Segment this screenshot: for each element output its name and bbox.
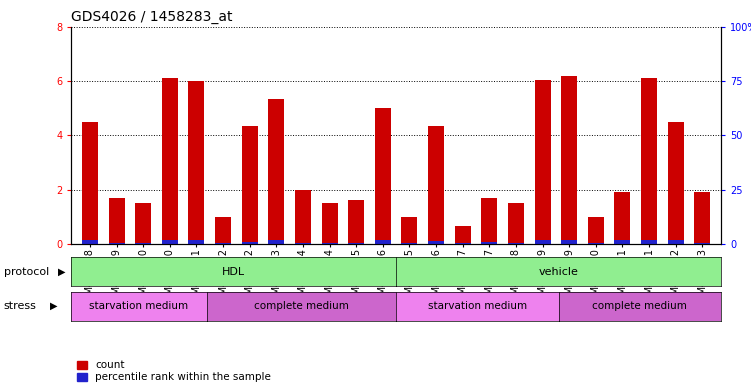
Bar xyxy=(109,198,125,244)
Text: complete medium: complete medium xyxy=(593,301,687,311)
Text: ▶: ▶ xyxy=(50,301,58,311)
Bar xyxy=(135,243,151,244)
Bar xyxy=(295,190,311,244)
Bar xyxy=(641,240,657,244)
Bar xyxy=(162,78,178,244)
Bar xyxy=(189,81,204,244)
Bar xyxy=(561,76,578,244)
Bar xyxy=(295,243,311,244)
Bar xyxy=(668,122,683,244)
Bar xyxy=(481,242,497,244)
Text: protocol: protocol xyxy=(4,266,49,277)
Bar xyxy=(614,240,630,244)
Bar xyxy=(268,240,285,244)
Bar xyxy=(215,217,231,244)
Bar xyxy=(695,192,710,244)
Bar xyxy=(215,243,231,244)
Bar xyxy=(454,243,471,244)
Bar xyxy=(268,99,285,244)
Bar xyxy=(428,126,444,244)
Bar xyxy=(454,226,471,244)
Bar xyxy=(402,217,418,244)
Legend: count, percentile rank within the sample: count, percentile rank within the sample xyxy=(77,361,271,382)
Bar xyxy=(508,203,524,244)
Bar xyxy=(535,240,550,244)
Text: stress: stress xyxy=(4,301,37,311)
Text: ▶: ▶ xyxy=(58,266,65,277)
Bar xyxy=(135,203,151,244)
Bar xyxy=(668,240,683,244)
Bar xyxy=(508,243,524,244)
Bar xyxy=(402,243,418,244)
Bar xyxy=(189,240,204,244)
Bar xyxy=(82,122,98,244)
Bar xyxy=(588,217,604,244)
Bar xyxy=(321,203,338,244)
Bar xyxy=(641,78,657,244)
Bar xyxy=(375,240,391,244)
Bar xyxy=(162,240,178,244)
Bar xyxy=(321,243,338,244)
Bar xyxy=(428,242,444,244)
Text: GDS4026 / 1458283_at: GDS4026 / 1458283_at xyxy=(71,10,233,23)
Bar xyxy=(535,80,550,244)
Bar xyxy=(242,126,258,244)
Bar xyxy=(561,240,578,244)
Bar xyxy=(481,198,497,244)
Bar xyxy=(588,243,604,244)
Text: vehicle: vehicle xyxy=(538,266,578,277)
Bar xyxy=(375,108,391,244)
Bar xyxy=(695,243,710,244)
Text: complete medium: complete medium xyxy=(254,301,349,311)
Text: starvation medium: starvation medium xyxy=(89,301,189,311)
Text: HDL: HDL xyxy=(222,266,246,277)
Text: starvation medium: starvation medium xyxy=(428,301,527,311)
Bar xyxy=(242,242,258,244)
Bar xyxy=(614,192,630,244)
Bar xyxy=(109,243,125,244)
Bar xyxy=(348,200,364,244)
Bar xyxy=(348,243,364,244)
Bar xyxy=(82,240,98,244)
